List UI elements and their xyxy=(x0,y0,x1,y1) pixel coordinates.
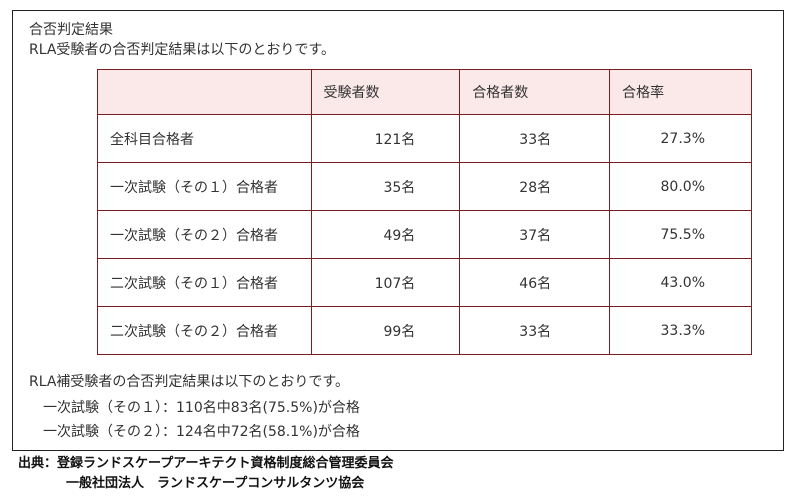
header-passed: 合格者数 xyxy=(459,69,611,115)
hosei-result-line: 一次試験（その１）：110名中83名(75.5%)が合格 xyxy=(43,400,360,416)
table-row: 全科目合格者 121名 33名 27.3% xyxy=(97,114,752,163)
section-subtitle: RLA受験者の合否判定結果は以下のとおりです。 xyxy=(29,42,336,58)
table-row: 一次試験（その２）合格者 49名 37名 75.5% xyxy=(97,210,752,259)
rate-cell: 75.5% xyxy=(609,210,752,259)
examinees-cell: 99名 xyxy=(310,306,461,355)
table-header-row: 受験者数 合格者数 合格率 xyxy=(97,69,752,115)
rate-cell: 33.3% xyxy=(609,306,752,355)
header-blank-cell xyxy=(97,69,312,115)
table-row: 二次試験（その１）合格者 107名 46名 43.0% xyxy=(97,258,752,307)
passed-cell: 37名 xyxy=(459,210,611,259)
examinees-cell: 35名 xyxy=(310,162,461,211)
source-line-committee: 出典：登録ランドスケープアーキテクト資格制度総合管理委員会 xyxy=(18,456,394,471)
results-table: 受験者数 合格者数 合格率 全科目合格者 121名 33名 27.3% 一次試験… xyxy=(97,69,752,355)
header-rate: 合格率 xyxy=(609,69,752,115)
table-row: 二次試験（その２）合格者 99名 33名 33.3% xyxy=(97,306,752,355)
passed-cell: 33名 xyxy=(459,306,611,355)
rate-cell: 43.0% xyxy=(609,258,752,307)
content-frame: 合否判定結果 RLA受験者の合否判定結果は以下のとおりです。 受験者数 合格者数… xyxy=(12,10,784,451)
passed-cell: 46名 xyxy=(459,258,611,307)
section-title: 合否判定結果 xyxy=(29,22,113,38)
rate-cell: 80.0% xyxy=(609,162,752,211)
examinees-cell: 121名 xyxy=(310,114,461,163)
table-row: 一次試験（その１）合格者 35名 28名 80.0% xyxy=(97,162,752,211)
row-label: 二次試験（その２）合格者 xyxy=(97,306,312,355)
passed-cell: 33名 xyxy=(459,114,611,163)
hosei-result-line: 一次試験（その２）：124名中72名(58.1%)が合格 xyxy=(43,424,360,440)
row-label: 全科目合格者 xyxy=(97,114,312,163)
header-examinees: 受験者数 xyxy=(310,69,461,115)
passed-cell: 28名 xyxy=(459,162,611,211)
row-label: 一次試験（その１）合格者 xyxy=(97,162,312,211)
row-label: 一次試験（その２）合格者 xyxy=(97,210,312,259)
examinees-cell: 107名 xyxy=(310,258,461,307)
hosei-intro: RLA補受験者の合否判定結果は以下のとおりです。 xyxy=(29,374,350,390)
examinees-cell: 49名 xyxy=(310,210,461,259)
rate-cell: 27.3% xyxy=(609,114,752,163)
row-label: 二次試験（その１）合格者 xyxy=(97,258,312,307)
source-line-association: 一般社団法人 ランドスケープコンサルタンツ協会 xyxy=(66,476,365,491)
